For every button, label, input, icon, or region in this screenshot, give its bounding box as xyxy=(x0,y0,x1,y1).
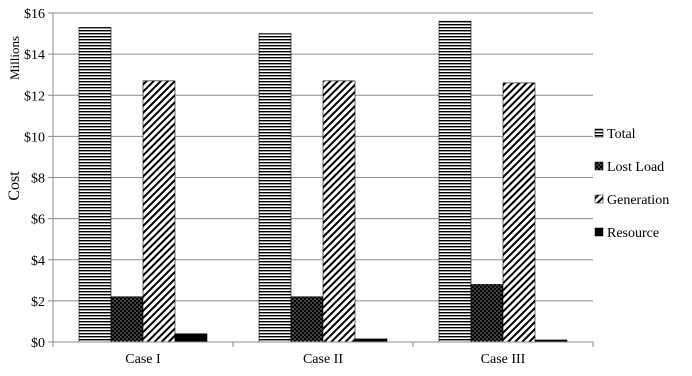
legend-label: Total xyxy=(607,127,636,142)
legend-label: Lost Load xyxy=(607,160,664,175)
y-tick-label: $14 xyxy=(24,48,45,63)
legend-swatch xyxy=(594,161,604,171)
bar-resource xyxy=(174,333,208,343)
units-label: Millions xyxy=(7,36,22,80)
bar-lost-load xyxy=(290,296,324,343)
bar-total xyxy=(438,20,472,343)
legend-label: Generation xyxy=(607,193,669,208)
bar-total xyxy=(78,27,112,343)
axes xyxy=(52,13,593,343)
bars xyxy=(78,20,568,343)
y-tick-label: $6 xyxy=(31,213,45,228)
y-tick-label: $2 xyxy=(31,295,45,310)
bar-generation xyxy=(502,82,536,343)
legend-swatch xyxy=(594,227,604,237)
y-tick-label: $12 xyxy=(24,89,45,104)
x-axis-ticks: Case I Case II Case III xyxy=(52,342,594,367)
y-tick-label: $0 xyxy=(31,336,45,351)
x-tick-label: Case I xyxy=(125,352,161,367)
y-axis-title: Cost xyxy=(6,171,23,201)
legend-label: Resource xyxy=(607,226,659,241)
bar-total xyxy=(258,33,292,343)
y-tick-label: $16 xyxy=(24,7,45,22)
x-tick-label: Case II xyxy=(303,352,343,367)
bar-lost-load xyxy=(470,284,504,343)
x-tick-label: Case III xyxy=(481,352,526,367)
legend-swatch xyxy=(594,128,604,138)
bar-generation xyxy=(322,80,356,343)
bar-lost-load xyxy=(110,296,144,343)
legend: Total Lost Load Generation Resource xyxy=(594,127,669,241)
y-tick-label: $8 xyxy=(31,172,45,187)
bar-generation xyxy=(142,80,176,343)
y-tick-label: $10 xyxy=(24,130,45,145)
legend-swatch xyxy=(594,194,604,204)
y-tick-label: $4 xyxy=(31,254,45,269)
y-axis-ticks: $0 $2 $4 $6 $8 $10 $12 $14 $16 xyxy=(24,7,53,351)
